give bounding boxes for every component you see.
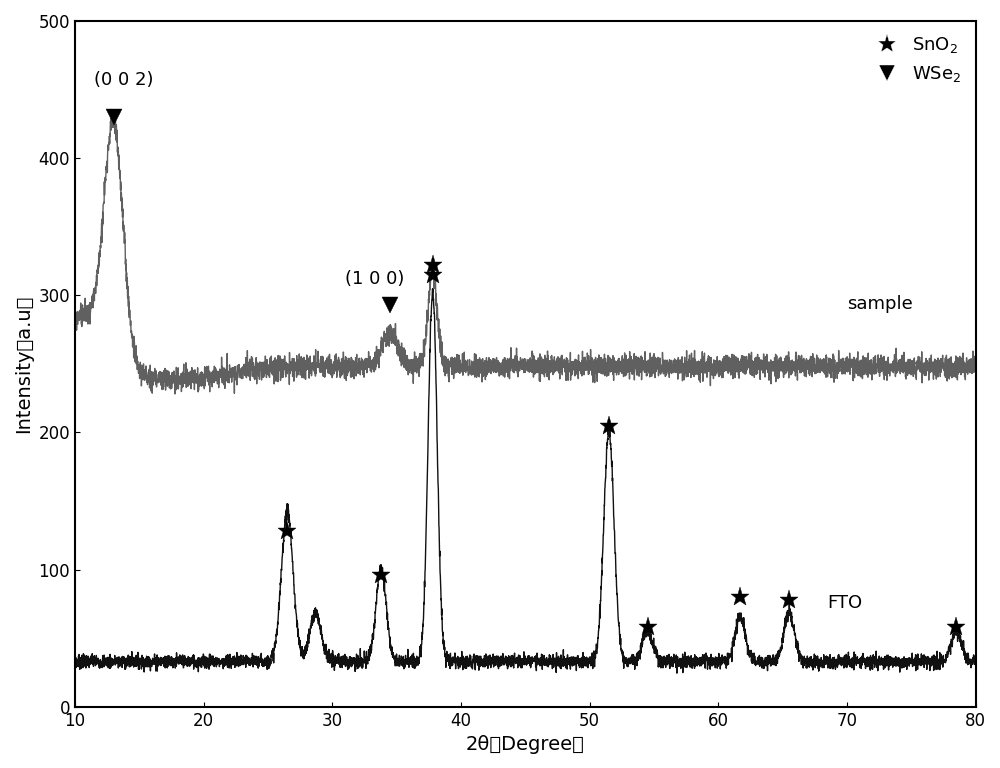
Text: (0 0 2): (0 0 2)	[94, 71, 154, 89]
Text: sample: sample	[847, 295, 913, 313]
Legend: SnO$_2$, WSe$_2$: SnO$_2$, WSe$_2$	[863, 30, 967, 90]
Text: (1 0 0): (1 0 0)	[345, 270, 405, 288]
X-axis label: 2θ（Degree）: 2θ（Degree）	[466, 735, 585, 754]
Y-axis label: Intensity（a.u）: Intensity（a.u）	[14, 295, 33, 433]
Text: FTO: FTO	[828, 594, 863, 612]
